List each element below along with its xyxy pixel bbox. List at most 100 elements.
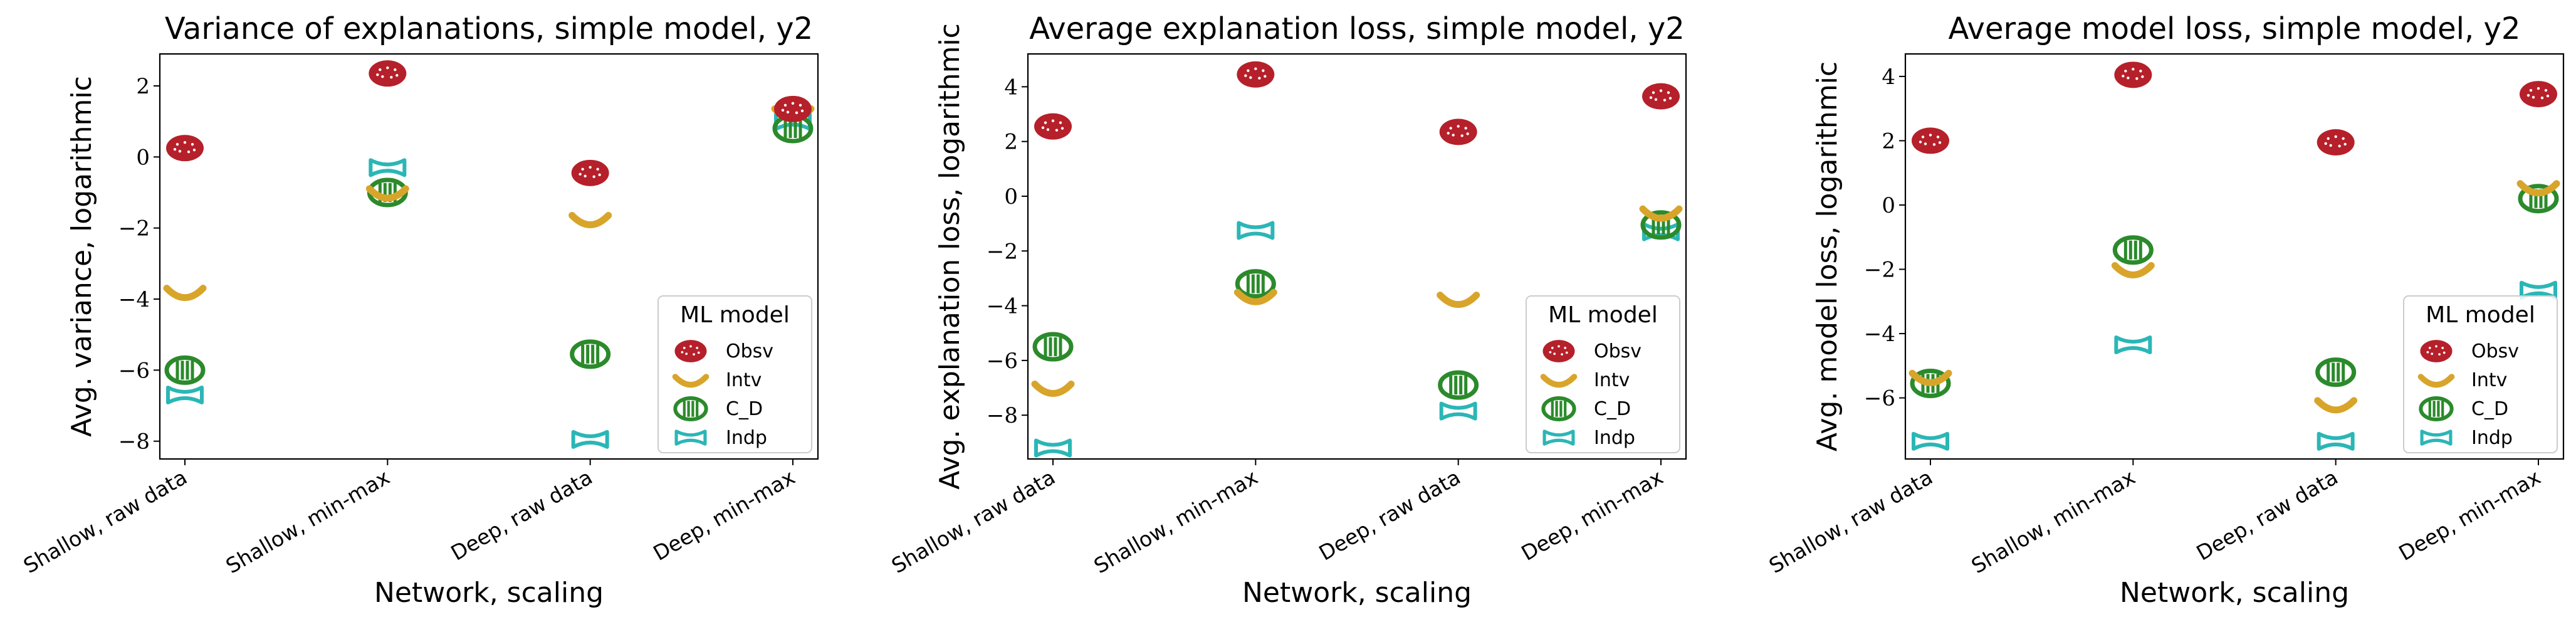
legend: ML model Obsv Intv C_D Indp [1526,295,1680,453]
x-tick-label: Shallow, raw data [1765,465,1937,578]
y-tick-label: 2 [1882,129,1895,154]
x-tick-label: Shallow, min-max [222,465,394,578]
y-tick-label: 4 [1004,75,1018,100]
legend-label: Intv [2471,369,2507,391]
y-tick-label: −8 [118,429,150,455]
y-tick-label: −4 [118,287,150,312]
legend-marker-indp [1542,429,1575,446]
marker-c-d [570,339,611,369]
y-axis-label: Avg. variance, logarithmic [66,76,98,437]
marker-indp [1034,438,1072,458]
marker-intv [1437,292,1480,308]
marker-obsv [2317,129,2355,155]
y-tick-label: −2 [987,239,1018,264]
legend: ML model Obsv Intv C_D Indp [2403,295,2558,453]
marker-indp [1912,431,1949,451]
x-tick-label: Deep, min-max [1517,465,1667,566]
legend-marker-c-d [2419,396,2454,421]
legend-label: Indp [726,427,767,449]
y-tick-label: 0 [1882,193,1895,218]
marker-c-d [1438,370,1479,400]
x-axis-label: Network, scaling [2120,577,2349,609]
marker-obsv [1642,83,1680,110]
marker-indp [1237,221,1275,240]
y-tick-label: −6 [987,349,1018,374]
legend-marker-c-d [1541,396,1576,421]
marker-intv [1233,288,1277,305]
marker-obsv [774,95,812,122]
legend-label: Obsv [2471,340,2519,362]
marker-intv [1031,381,1075,397]
marker-obsv [1912,127,1949,154]
marker-indp [2114,335,2152,354]
x-axis-label: Network, scaling [1242,577,1472,609]
y-tick-label: −6 [118,358,150,383]
marker-c-d [164,355,206,385]
legend-label: C_D [1594,398,1631,420]
marker-obsv [1439,119,1477,145]
chart-panel-1: Variance of explanations, simple model, … [19,11,819,609]
chart-panel-3: Average model loss, simple model, y2 −6 −4… [1765,11,2565,609]
legend-label: Indp [1594,427,1635,449]
marker-c-d [2315,357,2357,387]
marker-indp [571,429,609,449]
marker-intv [2314,397,2358,414]
marker-intv [568,212,612,228]
y-tick-label: −4 [1864,322,1895,347]
marker-intv [163,285,207,301]
marker-indp [2317,431,2355,451]
legend-marker-obsv [674,340,707,362]
legend-marker-obsv [2420,340,2453,362]
legend-title: ML model [1548,302,1658,328]
marker-obsv [2114,61,2152,88]
x-tick-label: Deep, raw data [447,465,597,566]
y-tick-label: −4 [987,294,1018,319]
legend-label: Indp [2471,427,2513,449]
legend-label: Obsv [1594,340,1641,362]
marker-intv [1639,205,1683,222]
marker-obsv [571,159,609,186]
y-tick-label: −8 [987,403,1018,428]
marker-c-d [1235,269,1276,299]
marker-intv [2516,180,2560,197]
legend-label: Obsv [726,340,773,362]
chart-title: Variance of explanations, simple model, … [165,11,813,46]
marker-indp [166,386,204,404]
marker-indp [369,158,407,177]
x-tick-label: Deep, raw data [2192,465,2342,566]
x-tick-label: Shallow, raw data [19,465,191,578]
y-axis-label: Avg. model loss, logarithmic [1811,61,1843,451]
marker-indp [1439,401,1477,421]
y-tick-label: 2 [136,74,150,99]
marker-intv [2111,262,2155,278]
x-tick-label: Shallow, min-max [1967,465,2140,578]
y-tick-label: −6 [1864,386,1895,411]
marker-c-d [1032,332,1074,362]
legend-marker-indp [674,429,707,446]
legend-marker-indp [2420,429,2453,446]
chart-panel-2: Average explanation loss, simple model, … [887,11,1687,609]
x-axis-label: Network, scaling [374,577,604,609]
x-tick-label: Shallow, raw data [887,465,1059,578]
y-tick-label: −2 [1864,258,1895,283]
legend-marker-intv [672,374,709,388]
marker-obsv [166,135,204,162]
y-axis-label: Avg. explanation loss, logarithmic [934,23,966,490]
marker-obsv [369,60,407,87]
y-tick-label: 4 [1882,65,1895,90]
y-tick-label: 2 [1004,130,1018,155]
y-tick-label: −2 [118,216,150,241]
y-tick-label: 0 [136,145,150,170]
legend-label: C_D [2471,398,2508,420]
marker-obsv [1034,113,1072,140]
legend-title: ML model [2426,302,2535,328]
marker-obsv [2520,81,2557,108]
marker-intv [365,185,409,202]
plot-area-frame [1027,53,1687,460]
legend-label: Intv [726,369,762,391]
legend-marker-intv [1540,374,1578,388]
legend-label: C_D [726,398,763,420]
x-tick-label: Deep, min-max [649,465,799,566]
legend-label: Intv [1594,369,1630,391]
